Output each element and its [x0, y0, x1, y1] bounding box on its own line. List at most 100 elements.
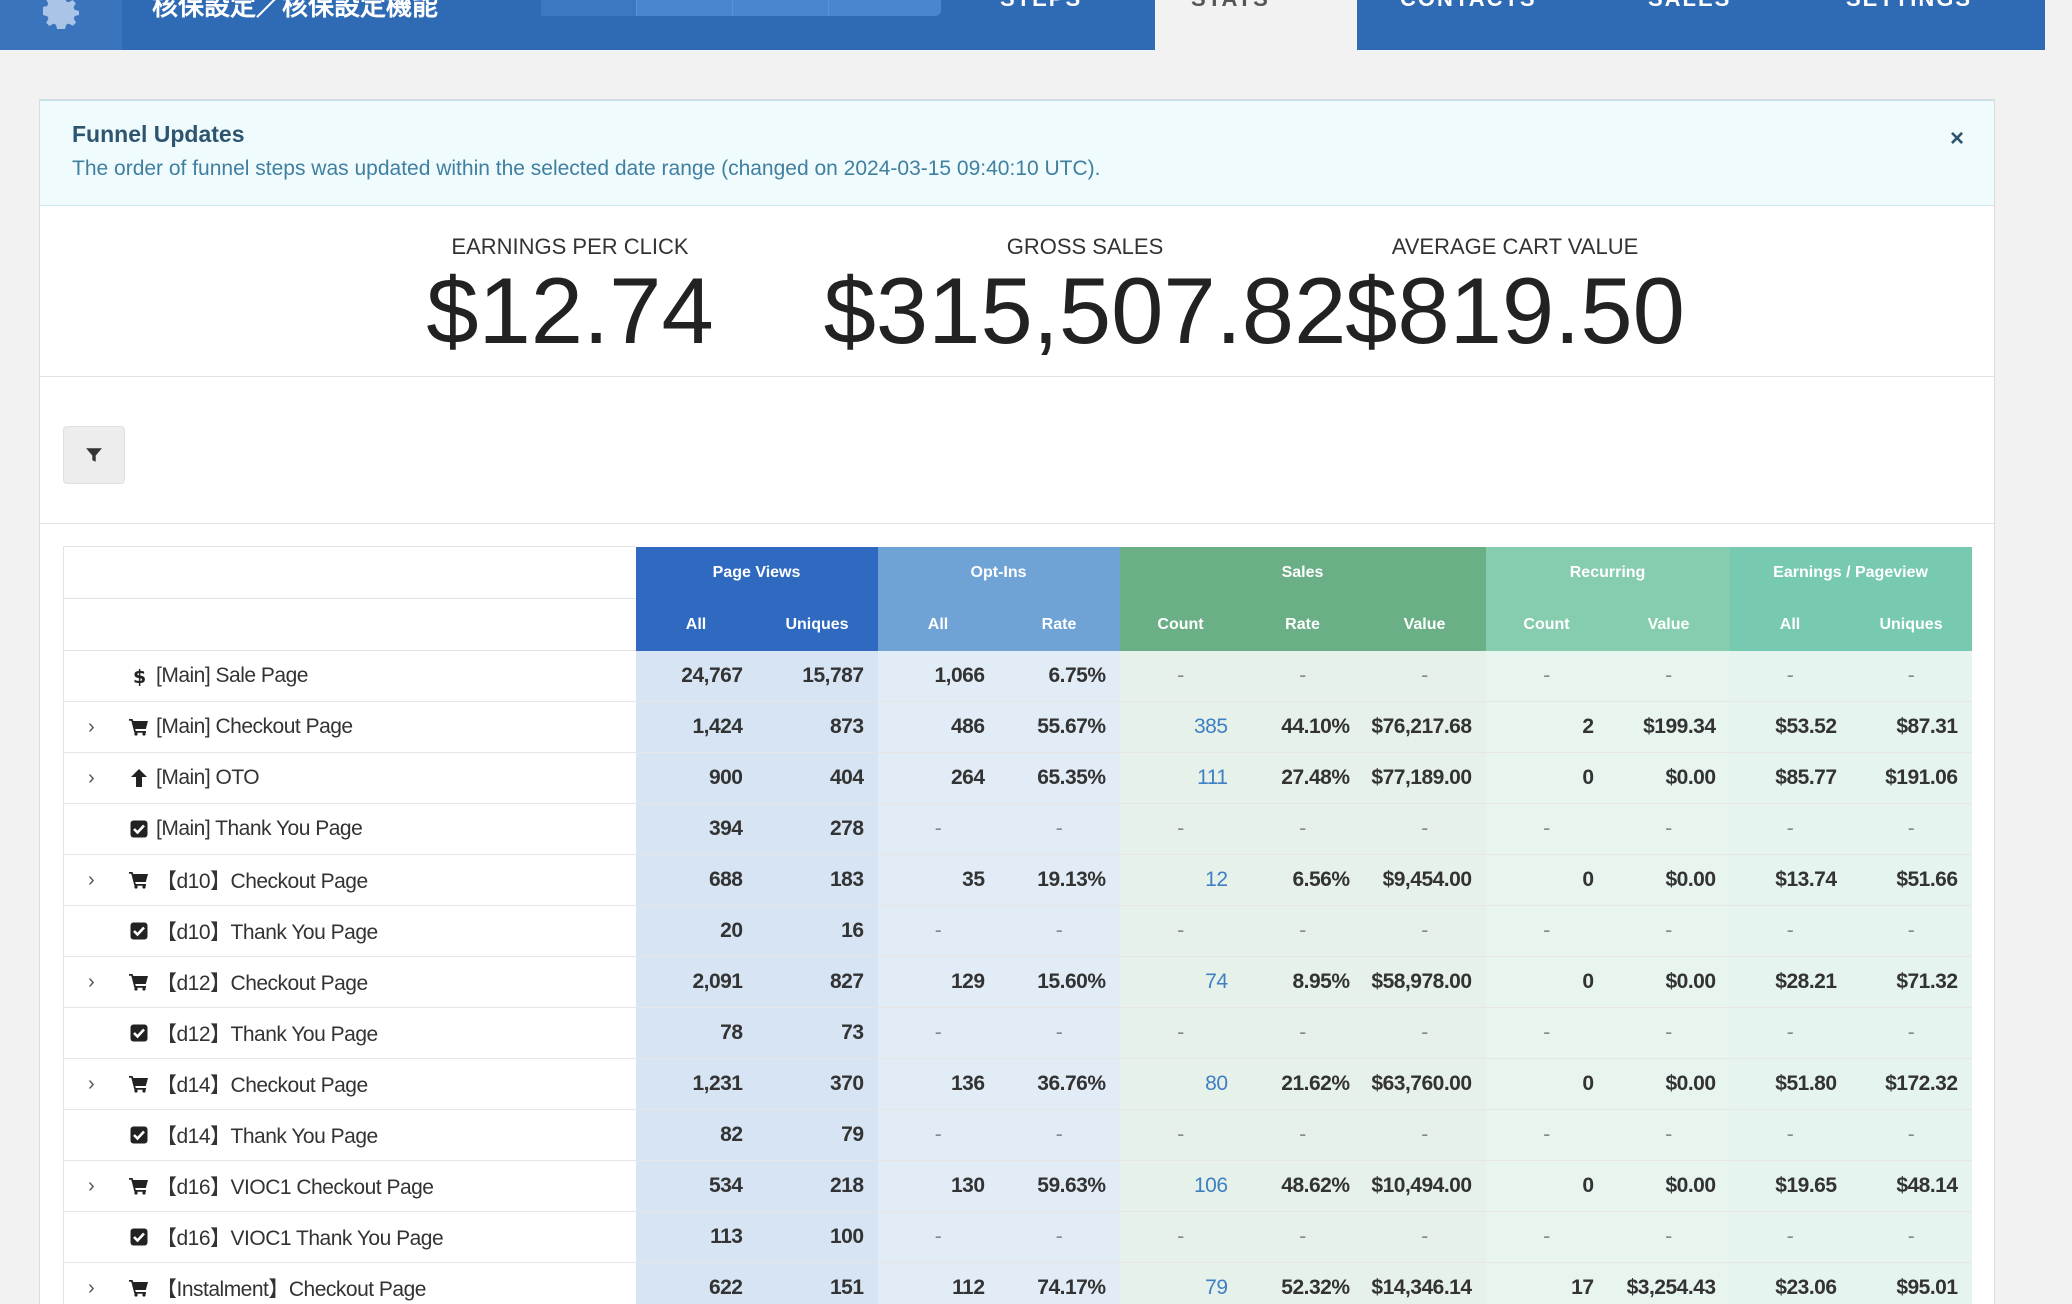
cell-ep-uniq: -	[1850, 650, 1972, 702]
cell-oi-rate: 59.63%	[998, 1160, 1120, 1212]
chevron-right-icon[interactable]: ›	[88, 766, 95, 789]
cell-re-count: -	[1485, 1211, 1608, 1263]
tab-contacts[interactable]: CONTACTS	[1400, 0, 1537, 12]
cell-oi-rate: 6.75%	[998, 650, 1120, 702]
alert-title: Funnel Updates	[72, 121, 245, 147]
cell-sa-count[interactable]: 79	[1119, 1262, 1242, 1304]
chevron-right-icon[interactable]: ›	[88, 868, 95, 891]
device-toggle-4[interactable]	[829, 0, 925, 16]
col-recurring-value[interactable]: Value	[1607, 598, 1730, 651]
cell-oi-rate: 19.13%	[998, 854, 1120, 906]
col-sales-value[interactable]: Value	[1363, 598, 1486, 651]
cell-oi-rate: -	[998, 803, 1120, 855]
cell-ep-all: -	[1729, 1109, 1851, 1161]
cart-icon	[124, 973, 154, 991]
step-name: 【d16】VIOC1 Thank You Page	[156, 1227, 444, 1250]
step-name-cell: › 【d14】Checkout Page	[63, 1058, 636, 1110]
cell-sa-count[interactable]: 111	[1119, 752, 1242, 804]
device-toggle-2[interactable]	[637, 0, 733, 16]
cell-sa-count: -	[1119, 905, 1242, 957]
table-row[interactable]: › 【d16】VIOC1 Checkout Page 534 218 130 59.63%…	[63, 1160, 1972, 1212]
step-name: [Main] Sale Page	[156, 664, 308, 687]
cell-sa-count[interactable]: 80	[1119, 1058, 1242, 1110]
cell-sa-rate: -	[1241, 905, 1364, 957]
cell-re-count: -	[1485, 905, 1608, 957]
col-sales-rate[interactable]: Rate	[1241, 598, 1364, 651]
cell-sa-count[interactable]: 12	[1119, 854, 1242, 906]
chevron-right-icon[interactable]: ›	[88, 1174, 95, 1197]
table-row[interactable]: › 【d14】Checkout Page 1,231 370 136 36.76% 80 21…	[63, 1058, 1972, 1110]
col-pv-all[interactable]: All	[635, 598, 757, 651]
cell-sa-count[interactable]: 74	[1119, 956, 1242, 1008]
cell-oi-all: -	[877, 1109, 999, 1161]
cell-oi-all: 136	[877, 1058, 999, 1110]
step-name-cell: › 【Instalment】Checkout Page	[63, 1262, 636, 1304]
cell-re-value: $0.00	[1607, 1058, 1730, 1110]
table-row[interactable]: › [Main] Checkout Page 1,424 873 486 55.67% 38…	[63, 701, 1972, 753]
col-epp-uniques[interactable]: Uniques	[1850, 598, 1972, 651]
settings-gear-button[interactable]	[0, 0, 122, 50]
kpi-value: $819.50	[1345, 258, 1685, 363]
cell-oi-rate: -	[998, 905, 1120, 957]
step-name: 【Instalment】Checkout Page	[156, 1278, 426, 1301]
tab-steps[interactable]: STEPS	[1000, 0, 1082, 12]
col-recurring-count[interactable]: Count	[1485, 598, 1608, 651]
cell-re-value: -	[1607, 905, 1730, 957]
cell-pv-all: 24,767	[635, 650, 757, 702]
alert-text: The order of funnel steps was updated wi…	[72, 157, 1101, 180]
table-row: 【d14】Thank You Page 82 79- - - - - - - - -	[63, 1109, 1972, 1161]
cell-ep-uniq: $87.31	[1850, 701, 1972, 753]
col-oi-all[interactable]: All	[877, 598, 999, 651]
cell-re-value: $0.00	[1607, 956, 1730, 1008]
col-sales-count[interactable]: Count	[1119, 598, 1242, 651]
cell-pv-all: 534	[635, 1160, 757, 1212]
table-row[interactable]: › 【d12】Checkout Page 2,091 827 129 15.60% 74 8.…	[63, 956, 1972, 1008]
step-name: 【d12】Thank You Page	[156, 1023, 378, 1046]
cell-ep-all: $53.52	[1729, 701, 1851, 753]
cell-re-count: -	[1485, 1007, 1608, 1059]
table-row: [Main] Thank You Page 394 278- - - - - - - - -	[63, 803, 1972, 855]
cell-sa-value: -	[1363, 1211, 1486, 1263]
filter-button[interactable]	[63, 426, 125, 484]
step-name: 【d14】Thank You Page	[156, 1125, 378, 1148]
cell-re-count: 0	[1485, 1058, 1608, 1110]
cell-sa-rate: 27.48%	[1241, 752, 1364, 804]
tab-sales[interactable]: SALES	[1648, 0, 1731, 12]
table-row[interactable]: › [Main] OTO 900 404 264 65.35% 111 27.48% $77,1…	[63, 752, 1972, 804]
top-nav: 核保設定／核保設定機能 STEPS STATS CONTACTS SALES S…	[0, 0, 2045, 50]
svg-text:$: $	[133, 666, 146, 686]
cell-ep-all: $19.65	[1729, 1160, 1851, 1212]
tab-stats-label: STATS	[1191, 0, 1270, 12]
cell-oi-rate: -	[998, 1109, 1120, 1161]
step-name: 【d14】Checkout Page	[156, 1074, 368, 1097]
cell-pv-all: 1,231	[635, 1058, 757, 1110]
table-row[interactable]: › 【Instalment】Checkout Page 622 151 112 74.17…	[63, 1262, 1972, 1304]
cell-oi-all: -	[877, 1007, 999, 1059]
kpi-label: EARNINGS PER CLICK	[451, 234, 689, 259]
tab-stats[interactable]: STATS	[1155, 0, 1357, 50]
col-pv-uniques[interactable]: Uniques	[756, 598, 878, 651]
device-toggle-3[interactable]	[733, 0, 829, 16]
step-name: [Main] OTO	[156, 766, 260, 789]
close-icon[interactable]: ×	[1949, 125, 1964, 152]
cell-ep-all: -	[1729, 1007, 1851, 1059]
cell-pv-uniq: 100	[756, 1211, 878, 1263]
col-epp-all[interactable]: All	[1729, 598, 1851, 651]
chevron-right-icon[interactable]: ›	[88, 1072, 95, 1095]
cart-icon	[124, 1279, 154, 1297]
tab-settings[interactable]: SETTINGS	[1846, 0, 1972, 12]
cell-oi-all: 264	[877, 752, 999, 804]
cell-sa-value: -	[1363, 803, 1486, 855]
cell-sa-count[interactable]: 385	[1119, 701, 1242, 753]
checkbox-icon	[124, 922, 154, 940]
cell-sa-count[interactable]: 106	[1119, 1160, 1242, 1212]
chevron-right-icon[interactable]: ›	[88, 715, 95, 738]
device-toggle-1[interactable]	[541, 0, 637, 16]
table-row[interactable]: › 【d10】Checkout Page 688 183 35 19.13% 12 6.56%…	[63, 854, 1972, 906]
cell-pv-all: 2,091	[635, 956, 757, 1008]
step-name-cell: › 【d16】VIOC1 Checkout Page	[63, 1160, 636, 1212]
col-oi-rate[interactable]: Rate	[998, 598, 1120, 651]
chevron-right-icon[interactable]: ›	[88, 970, 95, 993]
chevron-right-icon[interactable]: ›	[88, 1276, 95, 1299]
cell-pv-uniq: 151	[756, 1262, 878, 1304]
